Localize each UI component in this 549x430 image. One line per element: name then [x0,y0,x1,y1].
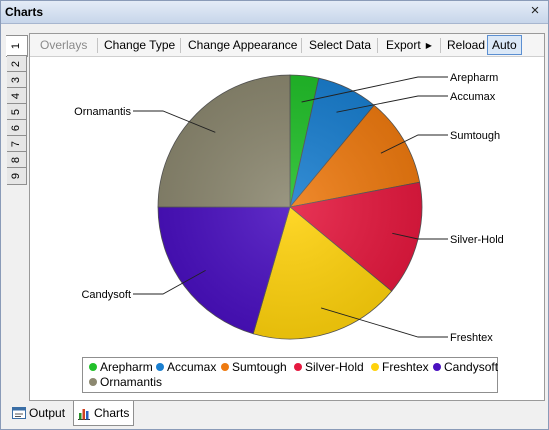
auto-toggle-button[interactable]: Auto [487,35,522,55]
chart-panel: Overlays Change Type Change Appearance S… [29,33,545,401]
legend-label: Sumtough [232,360,287,374]
toolbar-separator [440,38,441,53]
slice-label: Ornamantis [74,106,131,118]
slice-label: Accumax [450,91,496,103]
slice-label: Arepharm [450,72,498,84]
legend-item-arepharm[interactable]: Arepharm [89,360,153,375]
legend-item-candysoft[interactable]: Candysoft [433,360,498,375]
pie-slice-ornamantis[interactable] [157,74,291,208]
overlays-button[interactable]: Overlays [40,38,88,52]
bottom-tab-strip: Output Charts [1,401,548,429]
chart-slot-tabs: 1 2 3 4 5 6 7 8 9 [6,35,29,203]
legend-swatch [294,363,302,371]
toolbar-separator [301,38,302,53]
slice-label: Freshtex [450,332,493,344]
callout-line [301,76,448,103]
legend-item-silver-hold[interactable]: Silver-Hold [294,360,364,375]
change-appearance-button[interactable]: Change Appearance [188,38,298,52]
legend-swatch [156,363,164,371]
slice-label: Silver-Hold [450,234,504,246]
toolbar-separator [180,38,181,53]
legend-label: Arepharm [100,360,153,374]
legend-swatch [89,363,97,371]
charts-tab[interactable]: Charts [73,401,135,426]
reload-button[interactable]: Reload [447,38,486,52]
slice-label: Candysoft [81,289,131,301]
legend-item-ornamantis[interactable]: Ornamantis [89,375,162,390]
output-tab[interactable]: Output [9,403,69,423]
callout-line [320,307,448,338]
callout-line [336,95,448,113]
chart-toolbar: Overlays Change Type Change Appearance S… [30,34,544,57]
bar-chart-icon [78,409,90,421]
callout-line [133,270,206,295]
legend-label: Silver-Hold [305,360,364,374]
toolbar-separator [97,38,98,53]
export-button[interactable]: Export ▶ [386,38,432,52]
pie-chart: Arepharm Accumax Sumtough Silver-Hold Fresht… [74,72,504,344]
submenu-arrow-icon: ▶ [425,41,432,50]
legend-item-freshtex[interactable]: Freshtex [371,360,429,375]
legend-item-accumax[interactable]: Accumax [156,360,216,375]
legend-label: Ornamantis [100,375,163,389]
legend-item-sumtough[interactable]: Sumtough [221,360,287,375]
callout-line [380,134,448,154]
output-window-icon [12,407,26,420]
title-bar: Charts × [1,1,548,24]
slot-tab-9[interactable]: 9 [7,167,27,185]
callout-line [392,232,448,240]
legend-swatch [433,363,441,371]
legend-swatch [221,363,229,371]
slice-label: Sumtough [450,130,500,142]
change-type-button[interactable]: Change Type [104,38,176,52]
chart-legend: Arepharm Accumax Sumtough Silver-Hold Fresht… [82,357,498,393]
legend-swatch [89,378,97,386]
legend-label: Candysoft [444,360,499,374]
callout-line [133,110,216,133]
legend-swatch [371,363,379,371]
toolbar-separator [377,38,378,53]
window-title: Charts [5,5,44,19]
legend-label: Freshtex [382,360,429,374]
close-icon[interactable]: × [530,2,540,19]
select-data-button[interactable]: Select Data [309,38,372,52]
legend-label: Accumax [167,360,217,374]
slot-tab-1[interactable]: 1 [6,35,28,57]
